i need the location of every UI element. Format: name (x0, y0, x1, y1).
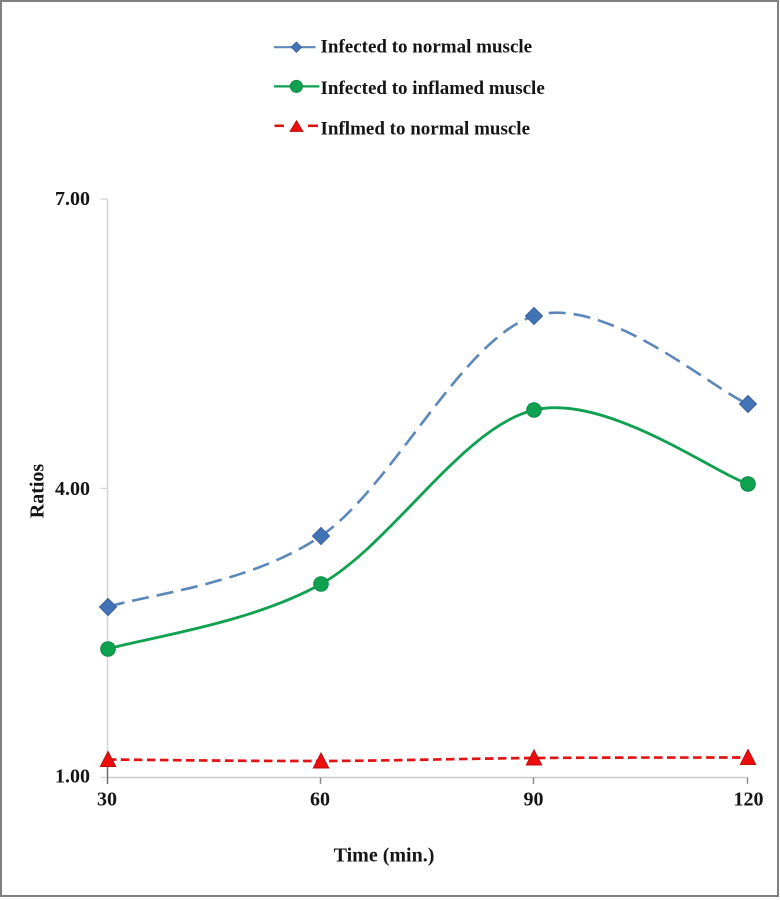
svg-text:30: 30 (97, 789, 117, 811)
svg-text:60: 60 (310, 789, 330, 811)
svg-text:120: 120 (734, 789, 764, 811)
svg-text:1.00: 1.00 (55, 766, 90, 788)
svg-text:7.00: 7.00 (55, 188, 90, 210)
svg-text:4.00: 4.00 (55, 478, 90, 500)
svg-text:Infected to inflamed muscle: Infected to inflamed muscle (321, 78, 545, 99)
svg-text:Ratios: Ratios (26, 464, 48, 519)
svg-text:Infected to normal muscle: Infected to normal muscle (321, 36, 533, 57)
svg-text:Inflmed to normal muscle: Inflmed to normal muscle (321, 119, 531, 140)
svg-text:90: 90 (524, 789, 544, 811)
svg-text:Time (min.): Time (min.) (334, 845, 435, 867)
